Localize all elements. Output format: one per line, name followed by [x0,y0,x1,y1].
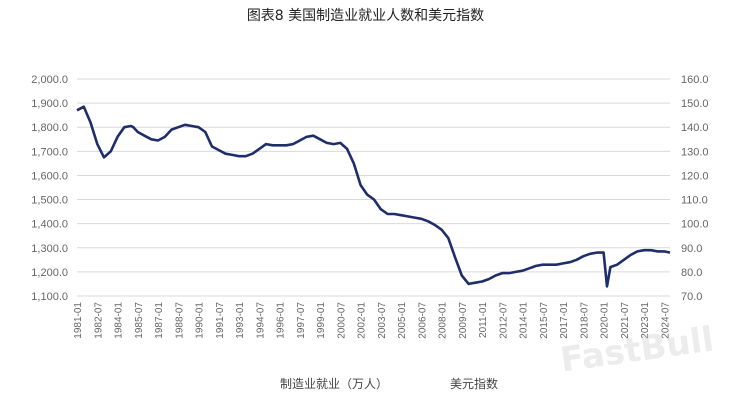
svg-text:1,700.0: 1,700.0 [31,146,68,158]
svg-text:80.0: 80.0 [681,267,702,279]
svg-text:2014-01: 2014-01 [519,302,530,339]
svg-text:1,800.0: 1,800.0 [31,122,68,134]
svg-text:1997-07: 1997-07 [296,302,307,339]
legend-label-employment: 制造业就业（万人） [280,377,389,391]
gridlines [77,78,670,297]
svg-text:1985-07: 1985-07 [134,302,145,339]
svg-text:1,900.0: 1,900.0 [31,98,68,110]
legend-item-employment[interactable]: 制造业就业（万人） [232,375,388,392]
svg-text:2000-07: 2000-07 [336,302,347,339]
svg-text:1993-01: 1993-01 [235,302,246,339]
svg-text:2017-01: 2017-01 [559,302,570,339]
svg-text:1990-01: 1990-01 [195,302,206,339]
employment-line [76,105,671,288]
svg-text:2024-07: 2024-07 [660,302,671,339]
right-y-axis: 160.0 150.0 140.0 130.0 120.0 110.0 100.0 90.0 8… [681,74,709,303]
svg-text:2,000.0: 2,000.0 [31,74,68,86]
svg-text:2006-07: 2006-07 [417,302,428,339]
x-axis: 1981-01 1982-07 1984-01 1985-07 1987-01 1988-… [73,302,671,339]
svg-text:1999-01: 1999-01 [316,302,327,339]
svg-text:1991-07: 1991-07 [215,302,226,339]
legend: 制造业就业（万人） 美元指数 [232,375,512,392]
svg-text:160.0: 160.0 [681,74,709,86]
svg-text:1,500.0: 1,500.0 [31,195,68,207]
legend-swatch-employment [232,382,276,385]
svg-text:2005-01: 2005-01 [397,302,408,339]
legend-label-dollar-index: 美元指数 [450,377,499,391]
legend-item-dollar-index[interactable]: 美元指数 [402,375,498,392]
svg-text:1,100.0: 1,100.0 [31,291,68,303]
left-y-axis: 2,000.0 1,900.0 1,800.0 1,700.0 1,600.0 1,500… [31,74,68,303]
svg-text:150.0: 150.0 [681,98,709,110]
svg-text:2015-07: 2015-07 [539,302,550,339]
svg-text:2020-01: 2020-01 [600,302,611,339]
svg-text:1988-07: 1988-07 [174,302,185,339]
svg-text:1,400.0: 1,400.0 [31,219,68,231]
svg-text:2018-07: 2018-07 [579,302,590,339]
svg-text:120.0: 120.0 [681,170,709,182]
svg-text:1,300.0: 1,300.0 [31,243,68,255]
svg-text:2023-01: 2023-01 [640,302,651,339]
svg-text:2011-01: 2011-01 [478,302,489,338]
svg-text:1981-01: 1981-01 [73,302,84,339]
legend-swatch-dollar-index [402,382,446,385]
svg-text:2003-07: 2003-07 [377,302,388,339]
svg-text:100.0: 100.0 [681,219,709,231]
svg-text:70.0: 70.0 [681,291,702,303]
svg-text:2012-07: 2012-07 [498,302,509,339]
svg-text:1982-07: 1982-07 [93,302,104,339]
svg-text:110.0: 110.0 [681,195,708,207]
svg-text:90.0: 90.0 [681,243,702,255]
svg-text:1987-01: 1987-01 [154,302,165,339]
svg-text:1,600.0: 1,600.0 [31,170,68,182]
svg-text:2008-01: 2008-01 [438,302,449,339]
svg-text:2009-07: 2009-07 [458,302,469,339]
svg-text:2021-07: 2021-07 [620,302,631,339]
svg-text:1996-01: 1996-01 [276,302,287,339]
svg-text:2002-01: 2002-01 [357,302,368,339]
chart-title: 图表8 美国制造业就业人数和美元指数 [246,8,485,24]
svg-text:1994-07: 1994-07 [255,302,266,339]
svg-text:1984-01: 1984-01 [114,302,125,339]
svg-text:1,200.0: 1,200.0 [31,267,68,279]
svg-text:130.0: 130.0 [681,146,709,158]
svg-text:140.0: 140.0 [681,122,709,134]
